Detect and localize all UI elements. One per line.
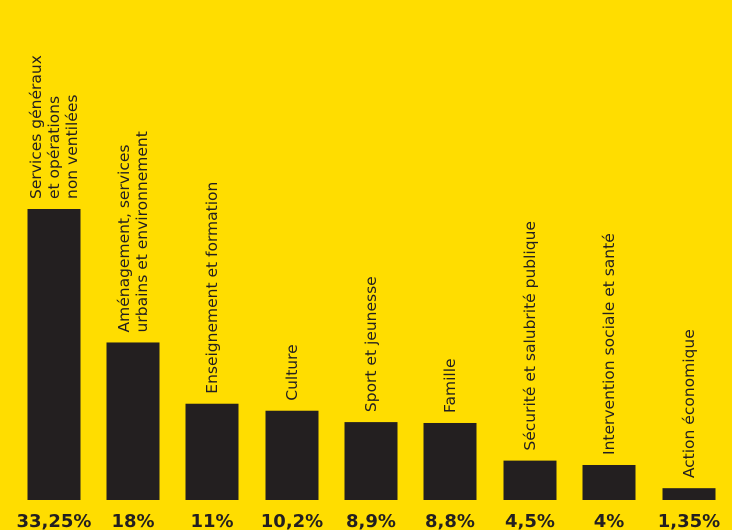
value-label-2: 18% [111,511,154,530]
category-label-4: Culture [283,344,301,400]
value-label-1: 33,25% [17,511,92,530]
category-label-1: Services générauxet opérationsnon ventil… [27,55,81,199]
value-label-8: 4% [594,511,625,530]
bar-9 [662,488,716,500]
value-label-7: 4,5% [505,511,555,530]
bar-6 [423,422,477,500]
bars-group [27,209,716,500]
category-label-3: Enseignement et formation [203,182,221,394]
bar-7 [503,460,557,500]
value-label-6: 8,8% [425,511,475,530]
category-label-8: Intervention sociale et santé [600,233,618,455]
value-label-3: 11% [190,511,233,530]
value-label-4: 10,2% [261,511,323,530]
bar-2 [106,342,160,500]
value-labels-group: 33,25% 18% 11% 10,2% 8,9% 8,8% 4,5% 4% 1,35% [17,511,721,530]
category-label-5: Sport et jeunesse [362,276,380,412]
bar-4 [265,410,319,500]
bar-5 [344,422,398,500]
bar-1 [27,209,81,500]
category-label-9: Action économique [680,329,698,478]
category-labels-group: Services générauxet opérationsnon ventil… [27,55,698,478]
category-label-6: Famille [441,358,459,413]
bar-8 [582,464,636,500]
value-label-5: 8,9% [346,511,396,530]
bar-3 [185,403,239,500]
value-label-9: 1,35% [658,511,720,530]
category-label-2: Aménagement, servicesurbains et environn… [115,131,151,332]
category-label-7: Sécurité et salubrité publique [521,221,539,451]
